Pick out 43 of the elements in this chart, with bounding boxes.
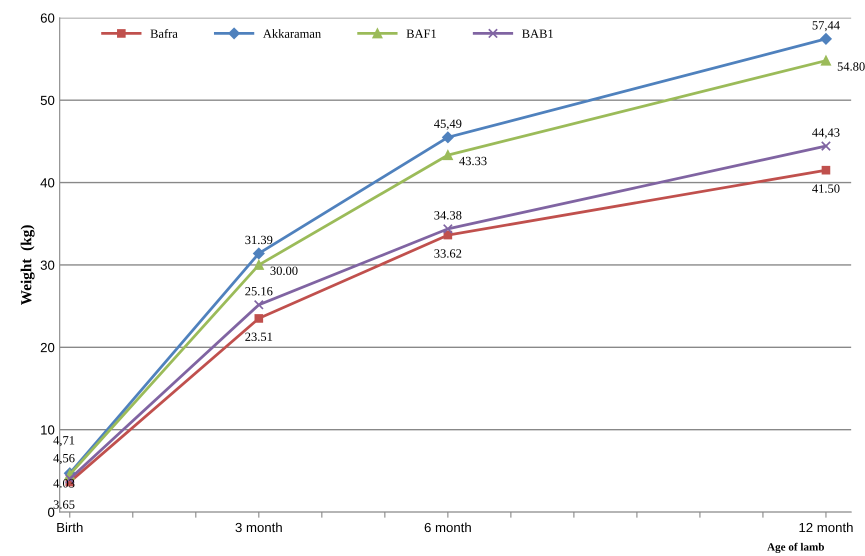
data-label: 30.00	[270, 266, 298, 276]
legend-label: Bafra	[150, 28, 178, 38]
x-tick-label: 12 month	[799, 522, 853, 532]
data-label: 54.80	[838, 62, 865, 71]
y-tick-label: 30	[40, 260, 54, 270]
legend-label: BAB1	[522, 30, 553, 38]
data-label: 3.65	[54, 500, 74, 509]
x-axis-title: Age of lamb	[767, 542, 824, 553]
data-label: 57,44	[812, 21, 840, 32]
data-label: 34.38	[434, 211, 462, 220]
y-tick-label: 60	[40, 13, 54, 23]
data-label: 25.16	[245, 287, 273, 296]
legend-label: Akkaraman	[262, 29, 321, 38]
data-label: 44,43	[812, 128, 840, 138]
point	[442, 150, 453, 160]
legend-label: BAF1	[406, 30, 436, 38]
point	[442, 224, 453, 234]
data-label: 4,56	[53, 454, 75, 464]
point	[254, 260, 264, 270]
y-tick-label: 40	[40, 178, 54, 188]
data-label: 33.62	[434, 249, 462, 258]
point	[254, 314, 264, 323]
data-label: 41.50	[812, 184, 840, 193]
x-tick-label: 6 month	[424, 522, 471, 532]
point	[253, 248, 265, 260]
y-axis-title: Weight (kg)	[20, 225, 35, 306]
x-tick-label: 3 month	[235, 522, 282, 532]
y-tick-label: 0	[48, 508, 54, 517]
point	[442, 132, 454, 144]
data-label: 4,71	[53, 436, 74, 446]
x-tick-label: Birth	[57, 522, 82, 532]
data-label: 45,49	[434, 120, 462, 130]
point	[254, 300, 264, 310]
data-label: 23.51	[245, 332, 272, 342]
data-label: 43.33	[459, 156, 487, 166]
y-tick-label: 20	[40, 342, 54, 352]
point	[820, 56, 831, 66]
point	[820, 33, 832, 45]
data-label: 31.39	[245, 236, 272, 244]
point	[820, 141, 831, 152]
point	[822, 166, 830, 175]
y-tick-label: 50	[40, 96, 54, 106]
y-tick-label: 10	[41, 425, 54, 435]
